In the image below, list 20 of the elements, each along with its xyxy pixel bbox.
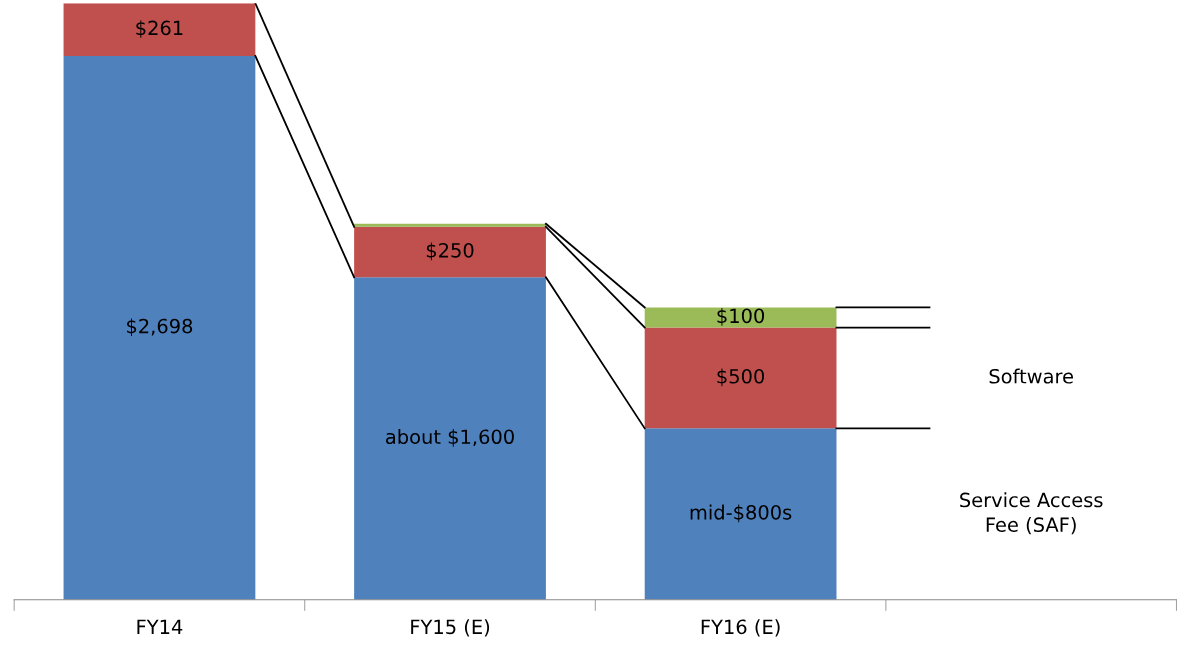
text: Software	[989, 368, 1073, 384]
x-tick-label: FY14	[137, 619, 183, 634]
bar	[354, 226, 546, 278]
x-tick-label: FY15 (E)	[411, 619, 490, 637]
data-label: $261	[136, 20, 183, 38]
data-label: $250	[426, 242, 474, 261]
bar	[644, 428, 837, 600]
bar	[63, 3, 256, 56]
bar	[63, 55, 256, 600]
data-label: about $1,600	[386, 429, 514, 447]
bar	[644, 307, 837, 328]
data-label: $500	[717, 368, 765, 387]
bar	[354, 223, 546, 227]
data-label: mid-$800s	[690, 504, 792, 523]
x-tick-label: FY16 (E)	[701, 619, 780, 637]
text: Service Access Fee (SAF)	[960, 492, 1103, 535]
data-label: $2,698	[127, 318, 193, 337]
bar	[354, 277, 546, 600]
bar	[644, 327, 837, 429]
data-label: $100	[717, 308, 765, 326]
